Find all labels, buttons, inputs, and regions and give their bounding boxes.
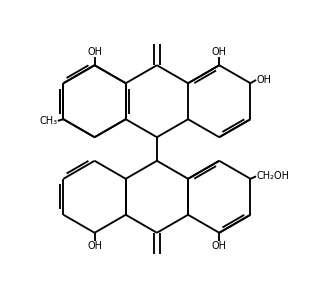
Text: OH: OH xyxy=(212,241,227,251)
Text: OH: OH xyxy=(212,47,227,57)
Text: CH₂OH: CH₂OH xyxy=(256,171,289,181)
Text: OH: OH xyxy=(256,75,271,85)
Text: OH: OH xyxy=(87,47,102,57)
Text: CH₃: CH₃ xyxy=(40,116,58,126)
Text: OH: OH xyxy=(87,241,102,251)
